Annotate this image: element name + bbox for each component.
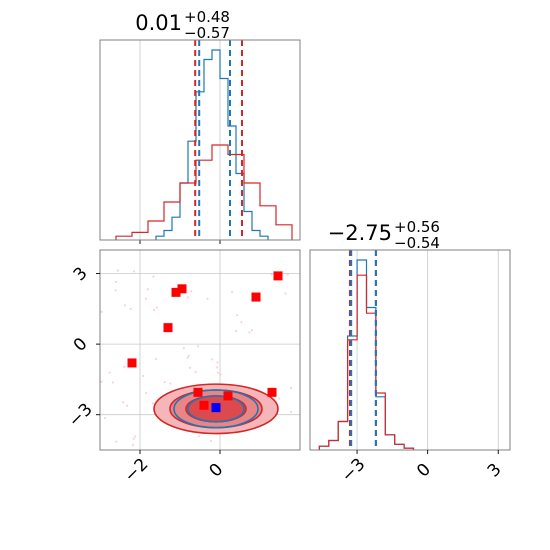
joint-sample-dot bbox=[187, 354, 190, 358]
joint-sample-dot bbox=[132, 437, 135, 440]
joint-sample-dot bbox=[250, 328, 253, 332]
joint-red-marker-3 bbox=[177, 284, 187, 294]
joint-sample-dot bbox=[129, 307, 132, 311]
joint-sample-dot bbox=[278, 397, 281, 400]
joint-red-marker-5 bbox=[273, 271, 283, 281]
joint-sample-dot bbox=[144, 391, 148, 395]
joint-sample-dot bbox=[114, 289, 117, 292]
joint-sample-dot bbox=[132, 270, 136, 273]
top-title-minus: −0.57 bbox=[184, 24, 230, 42]
joint-sample-dot bbox=[194, 371, 197, 374]
joint-y-ticklabel-2: −3 bbox=[65, 399, 97, 431]
param-2-marginal-panel: −3 0 3 −2.75 +0.56−0.54 bbox=[309, 218, 511, 487]
joint-sample-dot bbox=[115, 440, 118, 443]
right-title-minus: −0.54 bbox=[394, 234, 440, 252]
joint-sample-dot bbox=[286, 273, 289, 276]
right-x-ticklabel-0: −3 bbox=[338, 455, 370, 487]
top-histogram-red bbox=[115, 144, 293, 240]
joint-sample-dot bbox=[270, 273, 273, 276]
joint-sample-dot bbox=[141, 374, 145, 377]
joint-red-marker-2 bbox=[171, 287, 181, 297]
joint-sample-dot bbox=[123, 365, 126, 369]
joint-sample-dot bbox=[186, 356, 189, 359]
joint-sample-dot bbox=[219, 373, 222, 376]
joint-sample-dot bbox=[236, 314, 239, 317]
joint-sample-dot bbox=[230, 290, 234, 293]
joint-red-marker-9 bbox=[199, 400, 209, 410]
joint-sample-dot bbox=[216, 361, 219, 364]
right-title-plus: +0.56 bbox=[394, 218, 440, 236]
right-histogram-red bbox=[318, 274, 415, 450]
joint-sample-dot bbox=[154, 358, 158, 361]
joint-sample-dot bbox=[116, 269, 119, 272]
joint-sample-dot bbox=[114, 280, 118, 283]
joint-red-marker-6 bbox=[267, 387, 277, 397]
joint-panel-frame bbox=[99, 249, 301, 451]
joint-sample-dot bbox=[216, 366, 219, 369]
joint-sample-dot bbox=[284, 292, 287, 295]
top-panel-frame bbox=[99, 39, 301, 241]
joint-sample-dot bbox=[290, 410, 293, 414]
joint-sample-dot bbox=[240, 321, 243, 324]
joint-sample-dot bbox=[210, 358, 214, 361]
param-1-marginal-panel: 0.01 +0.48−0.57 bbox=[99, 8, 301, 244]
joint-sample-dot bbox=[134, 435, 137, 438]
joint-x-ticklabel-1: 0 bbox=[206, 460, 228, 482]
joint-sample-dot bbox=[152, 308, 156, 312]
joint-sample-dot bbox=[100, 380, 103, 383]
joint-sample-dot bbox=[144, 297, 148, 300]
joint-blue-contour-0 bbox=[173, 389, 259, 429]
joint-sample-dot bbox=[186, 296, 189, 299]
joint-red-marker-0 bbox=[127, 358, 137, 368]
joint-x-ticklabel-0: −2 bbox=[121, 455, 153, 487]
joint-sample-dot bbox=[190, 290, 193, 293]
joint-sample-dot bbox=[103, 416, 106, 420]
joint-sample-dot bbox=[100, 310, 103, 313]
joint-red-marker-1 bbox=[163, 323, 173, 333]
joint-red-marker-8 bbox=[223, 391, 233, 401]
joint-sample-dot bbox=[182, 347, 185, 350]
joint-sample-dot bbox=[206, 297, 209, 300]
joint-sample-dot bbox=[123, 304, 127, 307]
joint-red-marker-7 bbox=[193, 387, 203, 397]
joint-sample-dot bbox=[111, 381, 114, 384]
joint-blue-contour-1 bbox=[187, 395, 245, 423]
joint-sample-dot bbox=[216, 371, 219, 374]
top-title-plus: +0.48 bbox=[184, 8, 230, 26]
joint-y-ticklabel-1: 0 bbox=[70, 334, 92, 356]
joint-sample-dot bbox=[248, 331, 251, 334]
joint-red-marker-4 bbox=[251, 292, 261, 302]
top-histogram-blue bbox=[155, 49, 269, 240]
joint-sample-dot bbox=[163, 381, 166, 384]
top-title-median: 0.01 bbox=[135, 11, 182, 35]
joint-sample-dot bbox=[196, 345, 200, 348]
joint-sample-dot bbox=[169, 382, 172, 385]
joint-sample-dot bbox=[108, 371, 111, 374]
joint-sample-dot bbox=[209, 439, 213, 443]
joint-y-ticklabel-0: 3 bbox=[70, 263, 92, 285]
joint-sample-dot bbox=[126, 404, 129, 407]
right-x-ticklabel-1: 0 bbox=[413, 460, 435, 482]
joint-sample-dot bbox=[197, 435, 200, 438]
joint-panel: −2 0 3 0 −3 bbox=[65, 249, 301, 487]
joint-sample-dot bbox=[155, 306, 158, 309]
right-panel-frame bbox=[309, 249, 511, 451]
joint-sample-dot bbox=[189, 366, 192, 369]
joint-sample-dot bbox=[146, 288, 149, 291]
joint-truth-marker bbox=[211, 403, 221, 413]
right-x-ticklabel-2: 3 bbox=[484, 460, 506, 482]
joint-sample-dot bbox=[131, 444, 135, 447]
joint-sample-dot bbox=[121, 401, 125, 404]
joint-sample-dot bbox=[235, 330, 238, 333]
right-title-median: −2.75 bbox=[328, 221, 392, 245]
joint-sample-dot bbox=[289, 386, 293, 390]
joint-sample-dot bbox=[151, 402, 154, 405]
joint-sample-dot bbox=[152, 275, 155, 278]
